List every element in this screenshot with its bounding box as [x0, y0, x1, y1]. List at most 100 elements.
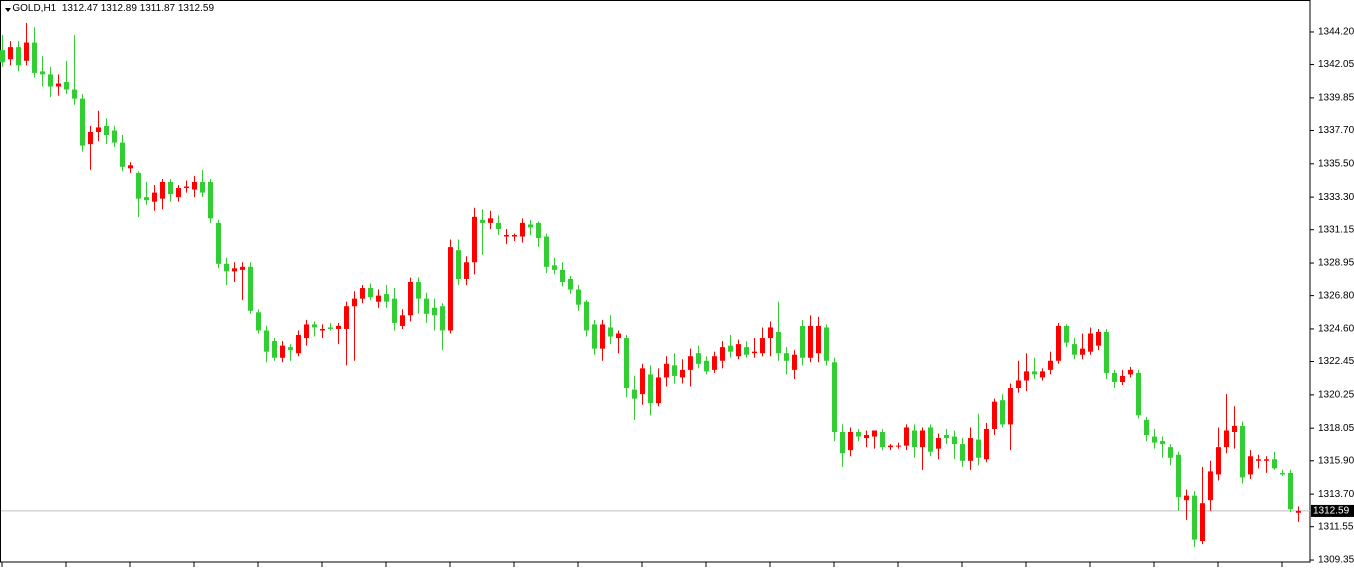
candle-body — [320, 328, 325, 331]
candle-body — [440, 306, 445, 331]
candle-body — [1216, 447, 1221, 475]
candle-body — [1256, 459, 1261, 461]
candle-body — [968, 438, 973, 461]
candle-body — [1160, 441, 1165, 445]
candle-body — [344, 306, 349, 329]
candle-body — [48, 74, 53, 87]
candle-body — [816, 325, 821, 354]
y-tick-label: 1337.70 — [1318, 125, 1354, 136]
candle-body — [72, 89, 77, 99]
candle-body — [368, 288, 373, 298]
candle-body — [1016, 380, 1021, 389]
candle-body — [384, 294, 389, 302]
candle-body — [272, 341, 277, 358]
candle-body — [504, 235, 509, 237]
candle-body — [1032, 371, 1037, 375]
candle-body — [680, 369, 685, 378]
candle-body — [616, 333, 621, 339]
candle-body — [576, 289, 581, 305]
candle-body — [744, 347, 749, 355]
candle-body — [872, 430, 877, 437]
candle-body — [1120, 375, 1125, 382]
candle-body — [1040, 371, 1045, 378]
y-tick-label: 1344.20 — [1318, 27, 1354, 38]
candle-body — [1096, 331, 1101, 346]
candle-body — [1296, 510, 1301, 513]
candle-body — [1064, 325, 1069, 343]
candle-body — [1144, 419, 1149, 436]
candle-body — [96, 127, 101, 132]
candle-body — [1112, 372, 1117, 382]
candle-body — [856, 431, 861, 437]
y-tick-label: 1309.35 — [1318, 555, 1354, 566]
candle-body — [600, 324, 605, 349]
candle-body — [400, 315, 405, 326]
candle-body — [336, 325, 341, 329]
candle-body — [760, 338, 765, 354]
candle-body — [360, 288, 365, 299]
candle-body — [672, 365, 677, 376]
candle-body — [1088, 333, 1093, 352]
candle-body — [840, 431, 845, 454]
candle-body — [1264, 459, 1269, 461]
candle-body — [64, 81, 69, 90]
candle-body — [1280, 472, 1285, 475]
candle-body — [720, 347, 725, 361]
candle-body — [232, 268, 237, 272]
candle-body — [1080, 348, 1085, 355]
candle-body — [328, 327, 333, 329]
candle-body — [736, 344, 741, 357]
candle-body — [176, 188, 181, 198]
candle-body — [904, 427, 909, 446]
candle-body — [1200, 503, 1205, 542]
candle-body — [880, 431, 885, 448]
candle-body — [512, 235, 517, 237]
candle-body — [768, 327, 773, 339]
candle-body — [32, 42, 37, 73]
candle-body — [112, 130, 117, 143]
candle-body — [424, 298, 429, 314]
candle-body — [496, 222, 501, 229]
candle-body — [1152, 436, 1157, 443]
candle-body — [864, 435, 869, 439]
candle-body — [80, 98, 85, 146]
candle-body — [416, 281, 421, 299]
candle-body — [1008, 388, 1013, 425]
plot-frame — [0, 0, 1311, 563]
y-tick-label: 1335.50 — [1318, 158, 1354, 169]
candle-body — [952, 436, 957, 445]
candle-body — [168, 181, 173, 195]
menu-arrow — [5, 8, 11, 12]
candle-body — [1208, 471, 1213, 501]
candle-body — [128, 165, 133, 169]
candle-body — [792, 354, 797, 370]
candle-body — [288, 347, 293, 351]
y-tick-label: 1324.60 — [1318, 324, 1354, 335]
y-tick-label: 1328.95 — [1318, 258, 1354, 269]
candle-body — [912, 430, 917, 448]
candle-body — [1272, 459, 1277, 469]
candle-body — [152, 192, 157, 202]
candle-body — [40, 71, 45, 75]
candle-body — [992, 401, 997, 429]
candle-body — [832, 362, 837, 432]
candle-body — [544, 236, 549, 267]
header: GOLD,H1 1312.47 1312.89 1311.87 1312.59 — [4, 3, 214, 14]
symbol: GOLD,H1 — [12, 3, 57, 14]
candle-body — [592, 324, 597, 349]
candle-body — [1128, 369, 1133, 375]
y-tick-label: 1322.45 — [1318, 356, 1354, 367]
candle-body — [104, 125, 109, 136]
candle-body — [208, 181, 213, 219]
candle-body — [1168, 447, 1173, 458]
candle-body — [536, 222, 541, 239]
candle-body — [640, 368, 645, 395]
candle-body — [704, 360, 709, 372]
candle-body — [480, 219, 485, 223]
candle-body — [1232, 425, 1237, 432]
candle-body — [8, 47, 13, 60]
candle-body — [136, 172, 141, 199]
y-tick-label: 1326.80 — [1318, 290, 1354, 301]
low: 1311.87 — [139, 3, 176, 14]
candle-body — [664, 363, 669, 378]
